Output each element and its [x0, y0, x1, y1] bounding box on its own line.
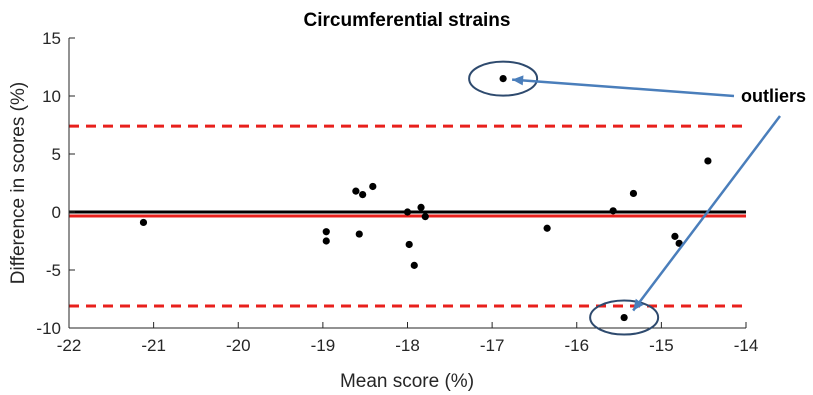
x-tick-label: -14	[734, 336, 759, 355]
outlier-ellipse-1	[589, 299, 660, 336]
data-point	[355, 230, 363, 238]
x-tick-label: -18	[395, 336, 420, 355]
x-tick-label: -20	[226, 336, 251, 355]
y-axis-label: Difference in scores (%)	[8, 82, 29, 284]
data-point	[543, 224, 551, 232]
outlier-arrow-upper-head	[512, 75, 524, 86]
outlier-arrow-lower	[632, 115, 781, 312]
data-points	[139, 75, 712, 322]
reference-lines	[69, 124, 746, 308]
axes: -22 -21 -20 -19 -18 -17 -16 -15 -14 -10 -5 0 5 10 15	[36, 29, 758, 355]
data-point	[369, 182, 377, 191]
data-point	[403, 208, 412, 216]
data-point	[609, 207, 617, 215]
data-point	[417, 203, 425, 211]
y-tick-label: 0	[52, 203, 61, 222]
y-tick-label: 5	[52, 145, 61, 164]
data-point	[405, 240, 413, 249]
outlier-ellipse-0	[468, 60, 539, 97]
chart-title: Circumferential strains	[304, 10, 511, 31]
x-tick-label: -21	[141, 336, 166, 355]
data-point	[620, 313, 628, 322]
data-point	[704, 157, 712, 165]
y-tick-label: -10	[36, 319, 61, 338]
data-point	[421, 213, 429, 221]
data-point	[671, 232, 679, 240]
data-point	[629, 189, 638, 198]
x-tick-label: -17	[480, 336, 505, 355]
outlier-annotations	[468, 60, 781, 336]
data-point	[322, 228, 330, 236]
data-point	[359, 191, 367, 199]
data-point	[410, 261, 418, 269]
x-tick-label: -19	[311, 336, 336, 355]
y-tick-label: 15	[42, 29, 61, 48]
data-point	[139, 218, 148, 227]
outlier-arrow-lower-head	[633, 298, 644, 311]
y-tick-label: -5	[46, 261, 61, 280]
x-tick-label: -15	[649, 336, 674, 355]
outlier-arrow-upper	[512, 78, 735, 98]
x-tick-label: -16	[564, 336, 589, 355]
data-point	[322, 237, 330, 245]
x-tick-label: -22	[57, 336, 82, 355]
y-tick-label: 10	[42, 87, 61, 106]
data-point	[352, 187, 360, 195]
x-axis-label: Mean score (%)	[340, 371, 474, 392]
outliers-label: outliers	[741, 86, 806, 106]
data-point	[675, 239, 683, 247]
data-point	[499, 75, 507, 83]
